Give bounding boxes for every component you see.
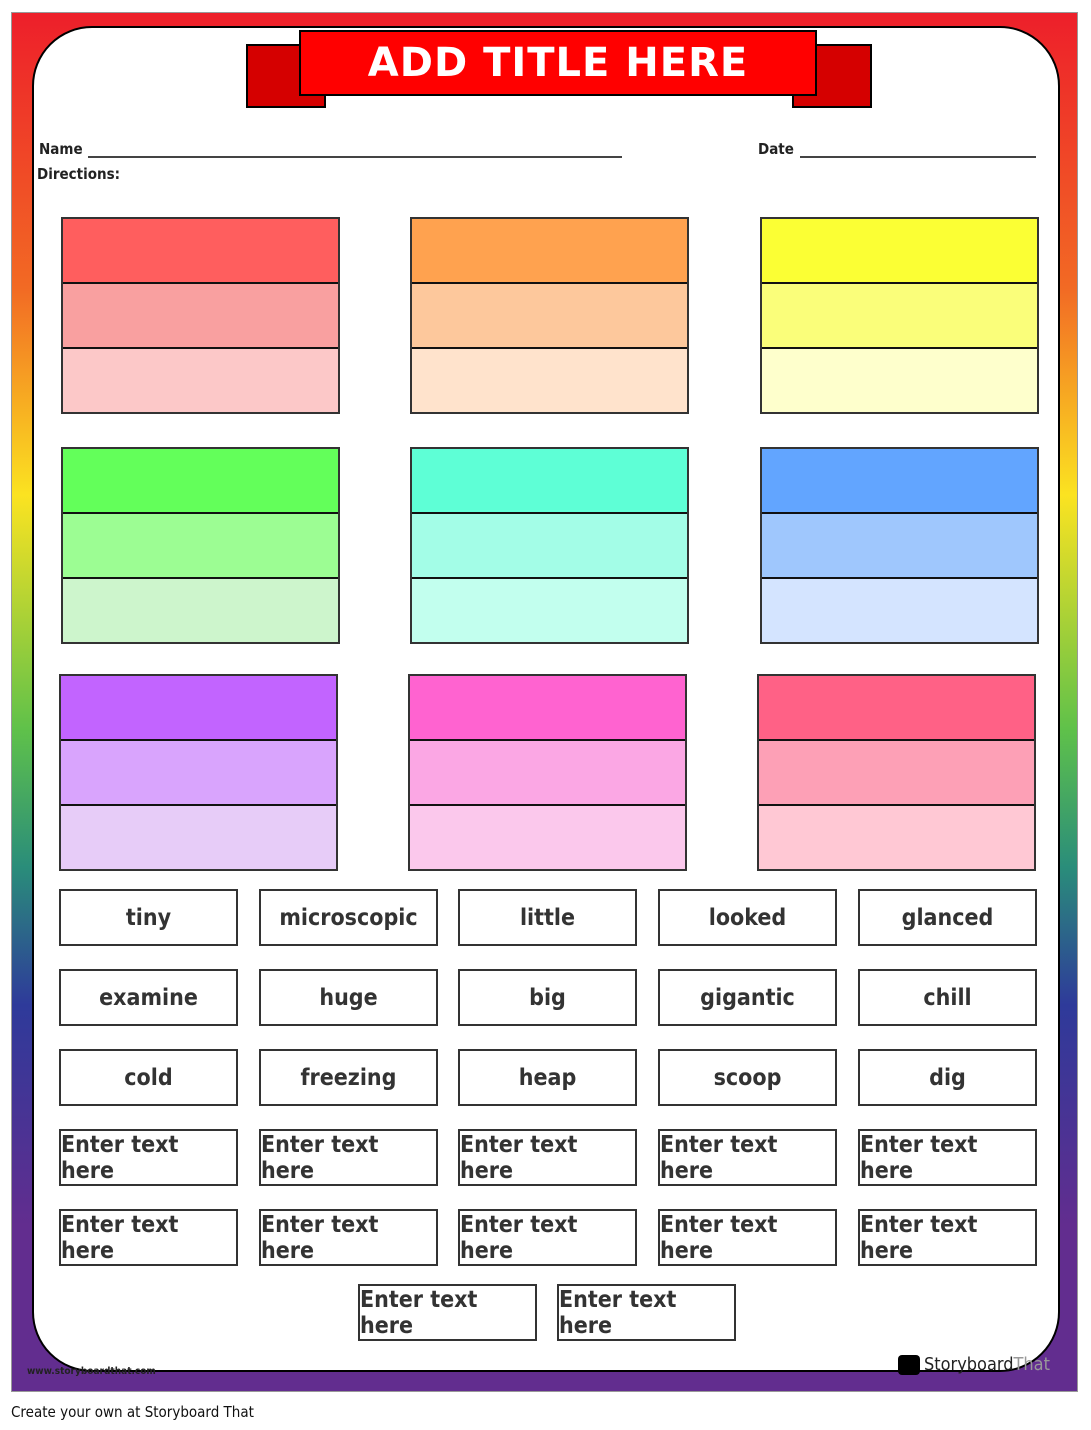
word-card[interactable]: glanced xyxy=(858,889,1037,946)
color-band[interactable] xyxy=(412,449,687,514)
logo-text: Storyboard xyxy=(924,1354,1014,1375)
website-text: www.storyboardthat.com xyxy=(27,1366,156,1377)
color-block[interactable] xyxy=(61,217,340,414)
word-card[interactable]: chill xyxy=(858,969,1037,1026)
word-card[interactable]: Enter text here xyxy=(858,1209,1037,1266)
word-card[interactable]: huge xyxy=(259,969,438,1026)
word-card[interactable]: big xyxy=(458,969,637,1026)
logo-text-that: That xyxy=(1013,1354,1050,1375)
color-block[interactable] xyxy=(59,674,338,871)
color-band[interactable] xyxy=(412,284,687,349)
word-card[interactable]: Enter text here xyxy=(658,1129,837,1186)
word-card[interactable]: Enter text here xyxy=(59,1129,238,1186)
word-card[interactable]: gigantic xyxy=(658,969,837,1026)
speech-bubble-icon xyxy=(898,1354,920,1375)
color-band[interactable] xyxy=(759,741,1034,806)
color-band[interactable] xyxy=(63,349,338,412)
color-band[interactable] xyxy=(762,449,1037,514)
color-block[interactable] xyxy=(61,447,340,644)
color-block[interactable] xyxy=(760,217,1039,414)
color-band[interactable] xyxy=(410,806,685,869)
color-band[interactable] xyxy=(412,579,687,642)
color-band[interactable] xyxy=(410,741,685,806)
word-card[interactable]: Enter text here xyxy=(557,1284,736,1341)
word-card[interactable]: Enter text here xyxy=(458,1209,637,1266)
word-card[interactable]: Enter text here xyxy=(858,1129,1037,1186)
word-card[interactable]: Enter text here xyxy=(458,1129,637,1186)
name-label: Name xyxy=(39,140,83,158)
color-block[interactable] xyxy=(757,674,1036,871)
date-field[interactable] xyxy=(800,156,1036,158)
date-label: Date xyxy=(758,140,794,158)
color-band[interactable] xyxy=(63,514,338,579)
color-band[interactable] xyxy=(762,514,1037,579)
color-band[interactable] xyxy=(61,806,336,869)
word-card[interactable]: Enter text here xyxy=(259,1209,438,1266)
color-band[interactable] xyxy=(762,349,1037,412)
color-band[interactable] xyxy=(759,676,1034,741)
color-block[interactable] xyxy=(410,447,689,644)
color-band[interactable] xyxy=(61,741,336,806)
word-card[interactable]: microscopic xyxy=(259,889,438,946)
word-card[interactable]: tiny xyxy=(59,889,238,946)
color-band[interactable] xyxy=(412,514,687,579)
color-band[interactable] xyxy=(61,676,336,741)
color-band[interactable] xyxy=(759,806,1034,869)
word-card[interactable]: Enter text here xyxy=(358,1284,537,1341)
page-title[interactable]: ADD TITLE HERE xyxy=(299,30,817,96)
word-card[interactable]: looked xyxy=(658,889,837,946)
storyboardthat-logo: Storyboard That xyxy=(898,1354,1050,1375)
color-band[interactable] xyxy=(762,579,1037,642)
color-block[interactable] xyxy=(760,447,1039,644)
name-field[interactable] xyxy=(88,156,622,158)
color-band[interactable] xyxy=(410,676,685,741)
word-card[interactable]: examine xyxy=(59,969,238,1026)
color-band[interactable] xyxy=(63,449,338,514)
color-band[interactable] xyxy=(63,284,338,349)
color-block[interactable] xyxy=(408,674,687,871)
color-band[interactable] xyxy=(412,219,687,284)
color-band[interactable] xyxy=(762,284,1037,349)
word-card[interactable]: dig xyxy=(858,1049,1037,1106)
word-card[interactable]: Enter text here xyxy=(259,1129,438,1186)
color-band[interactable] xyxy=(412,349,687,412)
word-card[interactable]: heap xyxy=(458,1049,637,1106)
caption: Create your own at Storyboard That xyxy=(11,1403,254,1421)
word-card[interactable]: scoop xyxy=(658,1049,837,1106)
color-band[interactable] xyxy=(63,219,338,284)
color-block[interactable] xyxy=(410,217,689,414)
word-card[interactable]: freezing xyxy=(259,1049,438,1106)
word-card[interactable]: Enter text here xyxy=(658,1209,837,1266)
color-band[interactable] xyxy=(762,219,1037,284)
directions-label: Directions: xyxy=(37,165,121,183)
word-card[interactable]: little xyxy=(458,889,637,946)
word-card[interactable]: cold xyxy=(59,1049,238,1106)
color-band[interactable] xyxy=(63,579,338,642)
word-card[interactable]: Enter text here xyxy=(59,1209,238,1266)
